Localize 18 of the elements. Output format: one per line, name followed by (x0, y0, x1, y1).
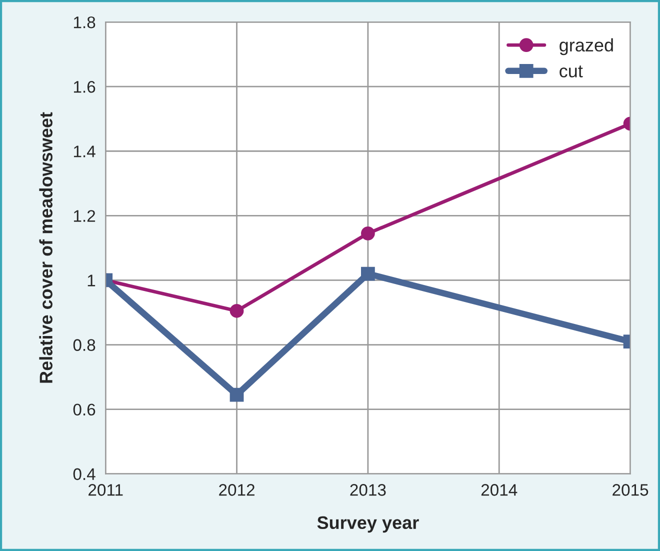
legend-label: cut (560, 66, 583, 78)
y-tick-label: 0.4 (73, 468, 96, 480)
legend-label: grazed (560, 38, 613, 56)
x-tick-label: 2012 (219, 484, 254, 496)
y-tick-label: 1.6 (74, 80, 96, 93)
y-tick-label: 1.2 (74, 210, 96, 222)
y-tick-label: 1.4 (74, 146, 96, 158)
y-tick-label: 0.6 (73, 404, 96, 416)
y-tick-label: 1 (88, 274, 96, 286)
x-axis-title: Survey year (317, 516, 419, 533)
y-tick-label: 0.8 (73, 339, 96, 351)
y-tick-label: 1.8 (74, 16, 96, 28)
x-tick-label: 2014 (481, 484, 518, 496)
x-tick-label: 2013 (350, 484, 386, 496)
y-axis-title: Relative cover of meadowsweet (39, 112, 52, 383)
x-tick-label: 2015 (612, 484, 648, 496)
x-tick-label: 2011 (88, 484, 123, 496)
point (361, 226, 375, 240)
